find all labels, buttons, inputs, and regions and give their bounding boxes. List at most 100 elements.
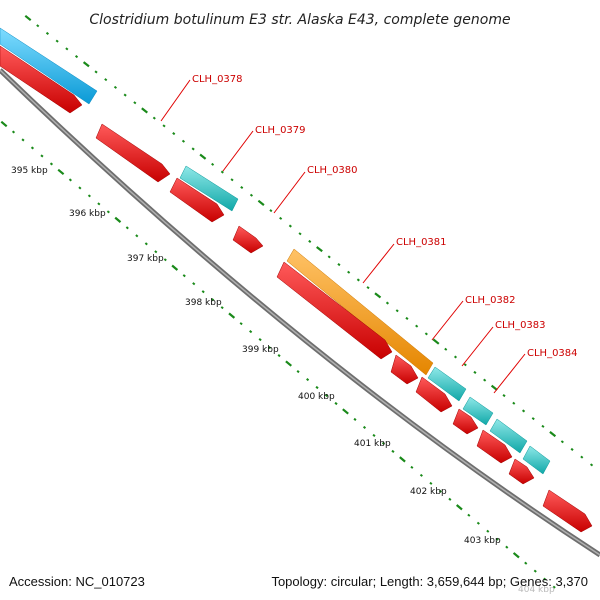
gc-dot bbox=[391, 449, 395, 453]
gc-dot bbox=[296, 370, 300, 374]
gene-label[interactable]: CLH_0383 bbox=[495, 320, 546, 331]
gc-dot bbox=[399, 456, 406, 463]
gc-dot bbox=[104, 78, 108, 82]
gc-dot bbox=[560, 440, 564, 444]
gc-dot bbox=[463, 363, 467, 367]
gene-label-leaders bbox=[160, 79, 526, 394]
gc-dot bbox=[171, 264, 179, 271]
position-tick-label: 403 kbp bbox=[464, 536, 501, 546]
position-tick-label: 404 kbp bbox=[518, 585, 555, 595]
gc-dot bbox=[524, 561, 528, 565]
gc-dot bbox=[315, 385, 319, 390]
gc-dot bbox=[490, 384, 498, 391]
gc-dot bbox=[505, 545, 509, 549]
gene-block-teal[interactable] bbox=[179, 165, 239, 212]
cds-arrow[interactable] bbox=[415, 376, 453, 413]
gc-dot bbox=[405, 316, 409, 320]
gene-block-teal[interactable] bbox=[489, 418, 528, 454]
cds-arrow[interactable] bbox=[169, 177, 225, 223]
genome-backbone bbox=[0, 68, 600, 558]
cds-arrow[interactable] bbox=[0, 45, 83, 114]
gc-dot bbox=[78, 186, 82, 190]
gc-dot bbox=[239, 322, 243, 326]
gene-label[interactable]: CLH_0380 bbox=[307, 165, 358, 176]
position-tick-label: 400 kbp bbox=[298, 392, 335, 402]
gc-dot bbox=[448, 497, 452, 501]
gc-dot bbox=[94, 70, 98, 74]
gene-label[interactable]: CLH_0378 bbox=[192, 74, 243, 85]
gc-dot bbox=[106, 210, 110, 214]
gc-dot bbox=[512, 401, 516, 405]
cds-arrow[interactable] bbox=[452, 408, 479, 435]
map-title: Clostridium botulinum E3 str. Alaska E43… bbox=[89, 12, 510, 28]
gc-dot bbox=[97, 202, 101, 206]
gc-dot bbox=[444, 347, 448, 351]
gene-block-orange[interactable] bbox=[286, 248, 434, 376]
position-ticks: 395 kbp 396 kbp 397 kbp 398 kbp 399 kbp … bbox=[11, 166, 555, 595]
gc-dot bbox=[334, 401, 338, 406]
gc-dot bbox=[154, 250, 158, 254]
cds-arrow[interactable] bbox=[542, 489, 593, 533]
gc-dot bbox=[385, 301, 390, 305]
gc-dot bbox=[257, 199, 265, 206]
gc-dot bbox=[24, 14, 32, 22]
gc-dot bbox=[308, 239, 312, 243]
cds-arrow[interactable] bbox=[232, 225, 264, 254]
cds-arrow[interactable] bbox=[95, 123, 171, 183]
gene-label[interactable]: CLH_0384 bbox=[527, 348, 578, 359]
gc-dot bbox=[356, 278, 360, 282]
gc-dot bbox=[374, 292, 382, 299]
gc-dot bbox=[201, 290, 205, 294]
gc-dot bbox=[163, 258, 167, 262]
gc-dot bbox=[181, 139, 186, 143]
gc-dot bbox=[288, 224, 292, 228]
gc-dots-outer-track bbox=[24, 14, 594, 467]
gc-dot bbox=[543, 577, 547, 581]
genome-backbone-highlight bbox=[0, 69, 600, 556]
cds-arrow[interactable] bbox=[508, 458, 535, 485]
gene-label[interactable]: CLH_0381 bbox=[396, 237, 447, 248]
position-tick-label: 396 kbp bbox=[69, 209, 106, 219]
gc-dot bbox=[502, 394, 506, 398]
gc-dot bbox=[495, 537, 499, 541]
gc-dot bbox=[476, 521, 480, 525]
gc-dot bbox=[298, 232, 302, 236]
gc-dot bbox=[512, 552, 520, 559]
gc-dot bbox=[342, 408, 349, 415]
position-tick-label: 399 kbp bbox=[242, 345, 279, 355]
gc-dot bbox=[11, 130, 16, 134]
gc-dot bbox=[141, 107, 148, 114]
gc-dot bbox=[521, 409, 526, 413]
leader-line bbox=[362, 243, 395, 284]
gene-block-teal[interactable] bbox=[427, 366, 467, 402]
gene-label[interactable]: CLH_0379 bbox=[255, 125, 306, 136]
gc-dot bbox=[249, 193, 254, 197]
gc-dot bbox=[279, 216, 283, 220]
gc-dot bbox=[0, 120, 8, 128]
gc-dot bbox=[316, 246, 323, 253]
gc-dot bbox=[453, 355, 458, 359]
leader-line bbox=[160, 79, 191, 122]
position-tick-label: 398 kbp bbox=[185, 298, 222, 308]
gene-block-teal[interactable] bbox=[462, 396, 494, 426]
cds-arrow[interactable] bbox=[276, 261, 393, 360]
position-tick-label: 395 kbp bbox=[11, 166, 48, 176]
gene-block-blue[interactable] bbox=[0, 27, 98, 105]
gc-dot bbox=[429, 481, 433, 485]
cds-arrow[interactable] bbox=[390, 354, 419, 385]
gc-dot bbox=[144, 242, 148, 246]
gene-label[interactable]: CLH_0382 bbox=[465, 295, 516, 306]
cds-track bbox=[0, 45, 593, 533]
gc-dot bbox=[249, 330, 253, 334]
gc-dot bbox=[240, 185, 244, 190]
gc-dots-inner-track bbox=[0, 120, 556, 589]
gc-dot bbox=[473, 370, 477, 374]
gc-dot bbox=[211, 298, 215, 302]
gc-dot bbox=[192, 282, 196, 286]
gene-block-teal[interactable] bbox=[522, 445, 551, 475]
cds-arrow[interactable] bbox=[476, 429, 513, 464]
gc-dot bbox=[277, 354, 281, 358]
gc-dot bbox=[366, 286, 370, 290]
gc-dot bbox=[455, 504, 463, 511]
gc-dot bbox=[570, 447, 574, 451]
